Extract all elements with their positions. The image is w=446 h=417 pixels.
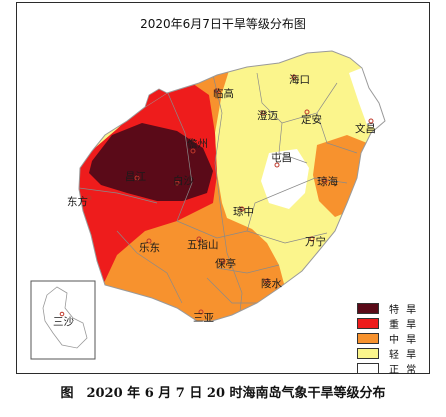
legend-swatch	[357, 302, 379, 314]
city-wuzhishan: 五指山	[187, 238, 219, 251]
sansha-marker	[59, 311, 65, 317]
city-lingao: 临高	[213, 87, 234, 100]
city-haikou: 海口	[289, 73, 310, 86]
city-qionghai: 琼海	[317, 175, 338, 188]
city-qiongzhong: 琼中	[233, 205, 254, 218]
peninsula	[144, 88, 168, 108]
legend-swatch	[357, 347, 379, 359]
legend-swatch	[357, 332, 379, 344]
legend-item: 中 旱	[357, 331, 437, 346]
zone-normal-tunchang	[261, 149, 309, 209]
city-baoting: 保亭	[215, 257, 236, 270]
legend: 特 旱 重 旱 中 旱 轻 旱 正 常	[357, 301, 437, 376]
legend-swatch	[357, 362, 379, 374]
legend-item: 特 旱	[357, 301, 437, 316]
city-ledong: 乐东	[139, 241, 160, 254]
map-title: 2020年6月7日干旱等级分布图	[140, 17, 306, 31]
city-baisha: 白沙	[173, 174, 194, 187]
legend-label: 正 常	[389, 364, 419, 376]
inset-box	[30, 280, 96, 360]
city-lingshui: 陵水	[261, 278, 282, 290]
legend-label: 中 旱	[389, 334, 419, 346]
inset-outline	[42, 286, 88, 349]
city-sanya: 三亚	[193, 312, 214, 324]
legend-item: 重 旱	[357, 316, 437, 331]
island-outline	[78, 50, 386, 322]
zone-extreme-drought	[89, 123, 213, 201]
legend-label: 重 旱	[389, 319, 419, 331]
city-sansha: 三沙	[53, 316, 74, 328]
county-boundaries	[79, 72, 358, 321]
figure-caption: 图 2020 年 6 月 7 日 20 时海南岛气象干旱等级分布	[60, 386, 386, 401]
hainan-map: 三沙 海口 临高 澄迈 定安 文昌 儋州 屯昌	[30, 50, 386, 360]
city-dongfang: 东方	[67, 195, 88, 208]
city-danzhou: 儋州	[187, 137, 208, 150]
city-wanning: 万宁	[305, 235, 326, 248]
city-markers	[86, 74, 374, 315]
city-wenchang: 文昌	[355, 122, 376, 135]
legend-item: 正 常	[357, 361, 437, 376]
city-tunchang: 屯昌	[271, 151, 292, 164]
city-changjiang: 昌江	[125, 171, 146, 183]
city-dingan: 定安	[301, 113, 322, 126]
legend-item: 轻 旱	[357, 346, 437, 361]
legend-label: 轻 旱	[389, 349, 419, 361]
city-chengmai: 澄迈	[257, 109, 278, 122]
legend-label: 特 旱	[389, 304, 419, 316]
legend-swatch	[357, 317, 379, 329]
map-frame: 2020年6月7日干旱等级分布图	[16, 2, 430, 376]
